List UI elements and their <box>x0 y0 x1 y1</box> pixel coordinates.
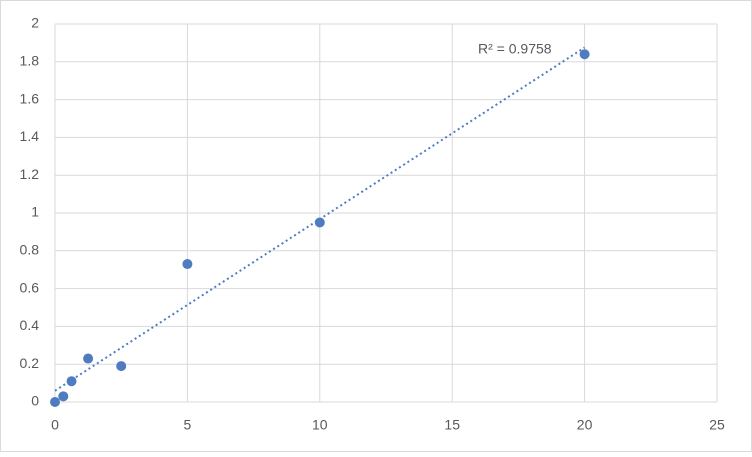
y-tick-label: 0 <box>31 393 39 409</box>
y-tick-label: 1.2 <box>20 166 40 182</box>
y-tick-label: 1.8 <box>20 53 40 69</box>
y-tick-label: 2 <box>31 15 39 31</box>
point <box>50 397 60 407</box>
point <box>314 217 325 228</box>
x-tick-label: 15 <box>444 417 460 433</box>
x-tick-label: 25 <box>709 417 725 433</box>
point <box>116 361 127 372</box>
x-tick-label: 5 <box>184 417 192 433</box>
annotation: R² = 0.9758 <box>478 41 552 57</box>
point <box>66 376 77 387</box>
point <box>182 259 193 270</box>
y-tick-label: 1.4 <box>20 128 40 144</box>
point <box>58 391 69 402</box>
x-tick-label: 0 <box>51 417 59 433</box>
point <box>579 49 590 60</box>
y-tick-label: 1 <box>31 204 39 220</box>
y-tick-label: 1.6 <box>20 90 40 106</box>
x-tick-label: 10 <box>312 417 328 433</box>
point <box>83 353 94 364</box>
y-tick-label: 0.4 <box>20 317 40 333</box>
y-tick-label: 0.8 <box>20 242 40 258</box>
y-tick-label: 0.6 <box>20 279 40 295</box>
x-tick-label: 20 <box>577 417 593 433</box>
y-tick-label: 0.2 <box>20 355 40 371</box>
